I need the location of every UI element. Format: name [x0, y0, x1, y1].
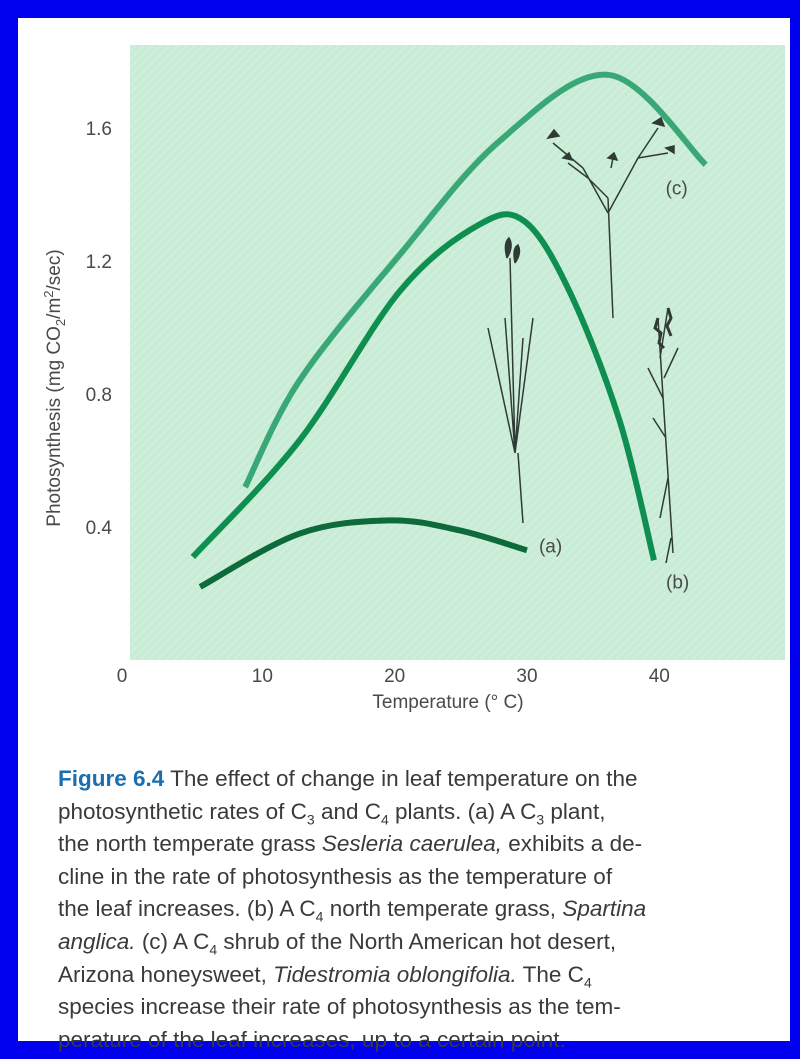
caption-text: perature of the leaf increases, up to a … — [58, 1026, 566, 1052]
caption-subscript: 4 — [209, 941, 218, 958]
x-tick-label: 10 — [252, 666, 273, 687]
species-name: Tidestromia oblongifolia. — [273, 961, 517, 987]
caption-text: (c) A C — [135, 928, 210, 954]
caption-text: cline in the rate of photosynthesis as t… — [58, 863, 613, 889]
caption-text: exhibits a de- — [502, 831, 643, 857]
series-label: (a) — [539, 536, 562, 557]
species-name: anglica. — [58, 928, 136, 954]
data-line — [242, 71, 708, 489]
x-tick-label: 0 — [117, 666, 128, 687]
series-label: (c) — [666, 179, 688, 200]
data-line — [190, 211, 657, 561]
species-name: Spartina — [562, 896, 647, 922]
y-axis-label-part: 2 — [41, 290, 56, 297]
caption-text: north temperate grass, — [323, 896, 563, 922]
caption-text: plants. (a) A C — [388, 798, 537, 824]
caption: Figure 6.4 The effect of change in leaf … — [58, 763, 800, 1056]
x-axis-label: Temperature (° C) — [372, 692, 523, 713]
y-tick-label: 1.2 — [86, 252, 112, 273]
caption-text: and C — [314, 798, 381, 824]
series-label: (b) — [666, 572, 689, 593]
y-tick-label: 1.6 — [86, 119, 112, 140]
y-axis-label-part: Photosynthesis (mg CO — [44, 326, 65, 527]
chart-layer: 0.4 0.8 1.2 1.6 0 10 20 30 40 (a) (b) (c) — [86, 71, 708, 687]
caption-text: photosynthetic rates of C — [58, 798, 307, 824]
caption-subscript: 4 — [583, 974, 592, 991]
x-tick-label: 30 — [516, 666, 537, 687]
caption-text: Arizona honeysweet, — [58, 961, 274, 987]
caption-subscript: 3 — [536, 811, 545, 828]
caption-text: The C — [516, 961, 584, 987]
sheet: 0.4 0.8 1.2 1.6 0 10 20 30 40 (a) (b) (c) Temperatu… — [18, 18, 790, 1052]
y-axis-label-part: /m — [44, 298, 65, 319]
caption-text: plant, — [544, 798, 606, 824]
figure-label: Figure 6.4 — [58, 766, 165, 791]
y-axis-label-part: 2 — [53, 319, 68, 326]
species-name: Sesleria caerulea, — [321, 831, 503, 857]
chart: 0.4 0.8 1.2 1.6 0 10 20 30 40 (a) (b) (c) Temperatu… — [41, 45, 785, 713]
x-tick-label: 40 — [649, 666, 670, 687]
y-axis-label: Photosynthesis (mg CO2/m2/sec) — [41, 249, 68, 526]
y-tick-label: 0.4 — [86, 518, 113, 539]
caption-text: shrub of the North American hot desert, — [217, 928, 617, 954]
caption-text: species increase their rate of photosynt… — [58, 994, 621, 1020]
caption-text: the leaf increases. (b) A C — [58, 896, 316, 922]
caption-subscript: 3 — [306, 811, 315, 828]
data-line — [198, 517, 528, 590]
y-axis-label-part: /sec) — [44, 249, 65, 290]
caption-subscript: 4 — [315, 908, 324, 925]
x-tick-label: 20 — [384, 666, 405, 687]
caption-text: The effect of change in leaf temperature… — [164, 766, 638, 791]
caption-text: the north temperate grass — [58, 831, 322, 857]
y-tick-label: 0.8 — [86, 385, 112, 406]
plant-illustration — [487, 116, 679, 564]
caption-subscript: 4 — [380, 811, 389, 828]
